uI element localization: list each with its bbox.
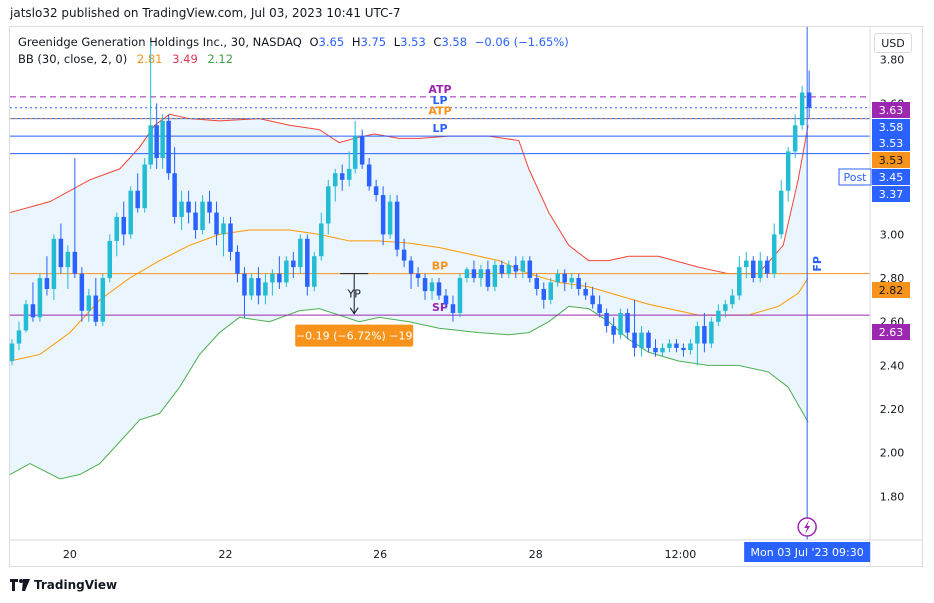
close-value: 3.58 bbox=[441, 35, 468, 49]
bb-legend[interactable]: BB (30, close, 2, 0) 2.81 3.49 2.12 bbox=[18, 52, 233, 66]
currency-button[interactable]: USD bbox=[874, 33, 912, 53]
bb-basis-value: 3.49 bbox=[172, 52, 198, 66]
low-label: L bbox=[393, 35, 401, 49]
change-value: −0.06 (−1.65%) bbox=[474, 35, 569, 49]
open-label: O bbox=[309, 35, 319, 49]
close-label: C bbox=[433, 35, 442, 49]
high-value: 3.75 bbox=[360, 35, 387, 49]
brand-name: TradingView bbox=[34, 578, 118, 592]
symbol-legend: Greenidge Generation Holdings Inc., 30, … bbox=[18, 35, 569, 49]
open-value: 3.65 bbox=[318, 35, 345, 49]
symbol-name: Greenidge Generation Holdings Inc., 30, … bbox=[18, 35, 302, 49]
published-caption: jatslo32 published on TradingView.com, J… bbox=[10, 6, 401, 20]
tradingview-logo-icon bbox=[10, 579, 30, 591]
footer-brand[interactable]: TradingView bbox=[10, 578, 117, 592]
chart-frame bbox=[9, 26, 923, 567]
bb-upper-value: 2.81 bbox=[136, 52, 163, 66]
bb-lower-value: 2.12 bbox=[207, 52, 234, 66]
low-value: 3.53 bbox=[400, 35, 426, 49]
high-label: H bbox=[351, 35, 361, 49]
bb-label: BB (30, close, 2, 0) bbox=[18, 52, 128, 66]
